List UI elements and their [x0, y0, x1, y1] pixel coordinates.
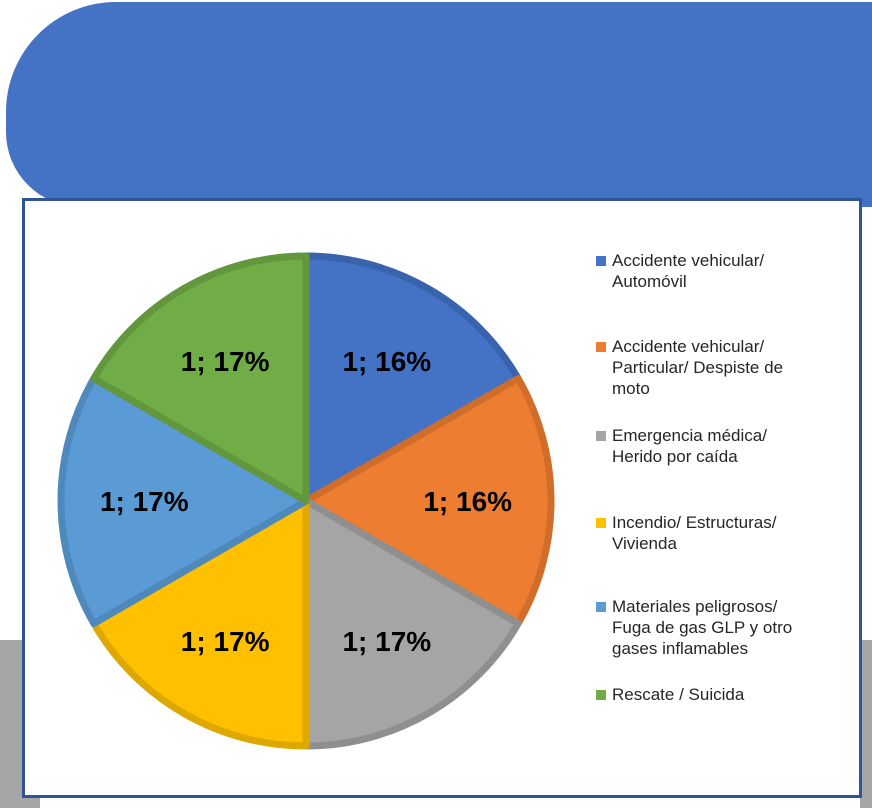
data-label: 1; 16% [342, 346, 431, 377]
legend-swatch [596, 602, 606, 612]
pie-slice [90, 497, 310, 750]
legend-label: Materiales peligrosos/ Fuga de gas GLP y… [612, 597, 793, 658]
legend-label: Accidente vehicular/ Automóvil [612, 251, 765, 291]
pie-slice [90, 252, 310, 505]
legend-label: Accidente vehicular/ Particular/ Despist… [612, 337, 784, 398]
legend-label: Incendio/ Estructuras/ Vivienda [612, 513, 777, 553]
pie-slice [57, 375, 310, 627]
data-label: 1; 16% [423, 486, 512, 517]
pie-slice [302, 375, 555, 627]
data-label: 1; 17% [181, 626, 270, 657]
legend-item: Rescate / Suicida [596, 684, 846, 705]
legend-swatch [596, 518, 606, 528]
legend-item: Incendio/ Estructuras/ Vivienda [596, 512, 846, 554]
pie-slice [302, 252, 522, 505]
legend-item: Accidente vehicular/ Automóvil [596, 250, 846, 292]
legend-item: Emergencia médica/ Herido por caída [596, 425, 846, 467]
header-banner [6, 2, 872, 207]
legend-swatch [596, 431, 606, 441]
legend-item: Materiales peligrosos/ Fuga de gas GLP y… [596, 596, 846, 659]
legend-item: Accidente vehicular/ Particular/ Despist… [596, 336, 846, 399]
pie-slice [302, 497, 522, 750]
legend-swatch [596, 256, 606, 266]
decorative-gray-block-right [860, 640, 872, 808]
legend-swatch [596, 690, 606, 700]
data-label: 1; 17% [100, 486, 189, 517]
legend-label: Emergencia médica/ Herido por caída [612, 426, 767, 466]
data-label: 1; 17% [181, 346, 270, 377]
legend-swatch [596, 342, 606, 352]
legend-label: Rescate / Suicida [612, 685, 745, 704]
data-label: 1; 17% [342, 626, 431, 657]
